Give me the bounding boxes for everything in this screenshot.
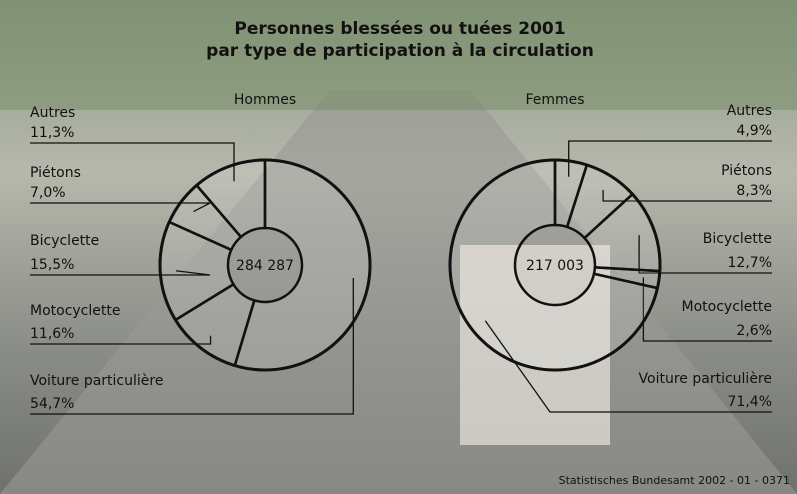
category-label: Autres — [727, 103, 772, 119]
title: par type de participation à la circulati… — [206, 41, 594, 61]
leader-line — [30, 335, 212, 345]
category-label: Piétons — [721, 163, 772, 179]
leader-line — [30, 270, 211, 276]
category-label: Motocyclette — [682, 299, 772, 315]
leader-line — [638, 235, 772, 274]
value-label: 12,7% — [728, 255, 772, 271]
category-label: Voiture particulière — [30, 373, 163, 389]
pie-outline — [448, 158, 662, 372]
value-label: 4,9% — [736, 123, 772, 139]
value-label: 8,3% — [736, 183, 772, 199]
pie-name: Femmes — [525, 92, 584, 108]
leader-line — [568, 140, 772, 177]
value-label: 11,3% — [30, 125, 74, 141]
category-label: Bicyclette — [703, 231, 772, 247]
pie-name: Hommes — [234, 92, 296, 108]
value-label: 7,0% — [30, 185, 66, 201]
value-label: 71,4% — [728, 394, 772, 410]
value-label: 2,6% — [736, 323, 772, 339]
title: Personnes blessées ou tuées 2001 — [234, 19, 565, 39]
leader-line — [30, 202, 211, 213]
pie-outline — [158, 158, 372, 372]
category-label: Piétons — [30, 165, 81, 181]
category-label: Bicyclette — [30, 233, 99, 249]
source: Statistisches Bundesamt 2002 - 01 - 0371 — [559, 474, 790, 487]
value-label: 11,6% — [30, 326, 74, 342]
pie-total: 217 003 — [526, 258, 584, 274]
category-label: Voiture particulière — [639, 371, 772, 387]
value-label: 54,7% — [30, 396, 74, 412]
pie-total: 284 287 — [236, 258, 294, 274]
leader-line — [602, 189, 772, 202]
leader-line — [30, 142, 235, 182]
category-label: Motocyclette — [30, 303, 120, 319]
leader-line — [642, 277, 772, 342]
trees — [0, 0, 797, 110]
category-label: Autres — [30, 105, 75, 121]
value-label: 15,5% — [30, 257, 74, 273]
leader-line — [484, 320, 772, 413]
